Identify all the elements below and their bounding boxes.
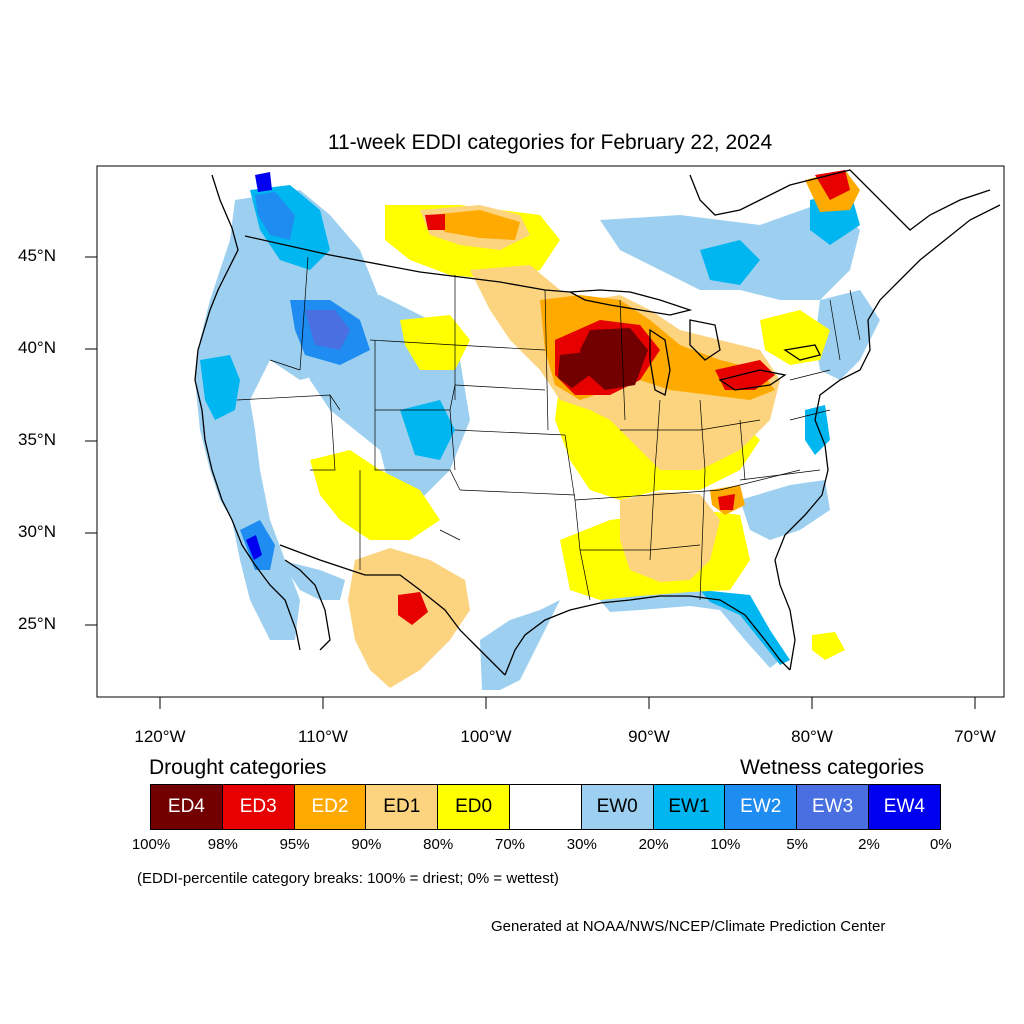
- percentile-label: 0%: [929, 836, 952, 853]
- legend-box-ed0: ED0: [437, 784, 510, 830]
- legend-box-ed4: ED4: [150, 784, 223, 830]
- baja-coastline: [284, 559, 331, 651]
- ed2-north-dakota: [430, 210, 520, 240]
- legend-box-ed2: ED2: [293, 784, 367, 830]
- percentile-label: 98%: [207, 836, 238, 853]
- ed3-quebec: [815, 170, 850, 200]
- percentile-label: 100%: [131, 836, 171, 853]
- map-boundaries: [194, 169, 1001, 676]
- percentile-label: 70%: [494, 836, 526, 853]
- canada-border: [244, 235, 571, 293]
- lat-ticks: [85, 256, 97, 626]
- lake-michigan: [649, 328, 671, 396]
- lake-huron: [689, 319, 721, 361]
- lon-label-90w: 90°W: [628, 727, 670, 746]
- ew0-baja: [280, 560, 345, 600]
- lat-label-30: 30°N: [18, 522, 56, 541]
- lon-label-70w: 70°W: [954, 727, 996, 746]
- lat-label-45: 45°N: [18, 246, 56, 265]
- ed3-michigan: [715, 360, 775, 390]
- percentile-label: 10%: [710, 836, 741, 853]
- percentile-label: 30%: [566, 836, 597, 853]
- lat-label-40: 40°N: [18, 338, 56, 357]
- legend-box-ew4: EW4: [867, 784, 941, 830]
- percentile-label: 95%: [279, 836, 310, 853]
- legend-box-neutral: [508, 784, 582, 830]
- percentile-label: 20%: [638, 836, 669, 853]
- canada-coast: [689, 169, 991, 231]
- ew0-texas-coast: [480, 600, 560, 690]
- lon-label-100w: 100°W: [460, 727, 512, 746]
- lake-ontario: [783, 344, 821, 361]
- ew2-northwest: [255, 192, 295, 240]
- ew0-northeast: [815, 290, 880, 380]
- ed4-wisconsin: [580, 328, 648, 390]
- ed0-west-dakota: [400, 315, 470, 370]
- percentile-label: 90%: [351, 836, 382, 853]
- ed0-bahamas: [812, 632, 845, 660]
- lon-label-120w: 120°W: [134, 727, 186, 746]
- legend-box-ew3: EW3: [796, 784, 869, 830]
- lake-erie: [718, 369, 787, 391]
- ed3-texas: [398, 592, 428, 625]
- percentile-label: 5%: [786, 836, 809, 853]
- percentile-label: 80%: [423, 836, 454, 853]
- ed1-southeast: [620, 492, 720, 582]
- ew4-northwest: [255, 172, 272, 192]
- legend-box-ed1: ED1: [365, 784, 439, 830]
- ew3-idaho: [305, 310, 350, 350]
- state-lines: [236, 256, 861, 601]
- percentile-label: 2%: [858, 836, 880, 853]
- ew4-socal: [246, 535, 262, 560]
- ew1-colorado: [400, 400, 455, 460]
- lon-ticks: [159, 697, 976, 709]
- legend-box-ed3: ED3: [221, 784, 295, 830]
- map-title: 11-week EDDI categories for February 22,…: [327, 131, 773, 154]
- credit-line: Generated at NOAA/NWS/NCEP/Climate Predi…: [491, 918, 886, 935]
- ed4-minnesota: [558, 352, 590, 388]
- lake-superior: [567, 289, 693, 316]
- legend-box-ew2: EW2: [724, 784, 798, 830]
- gulf-coastline: [504, 595, 791, 676]
- mexico-border: [279, 544, 506, 676]
- atlantic-coastline: [774, 204, 1001, 671]
- category-note: (EDDI-percentile category breaks: 100% =…: [137, 870, 559, 887]
- wetness-heading: Wetness categories: [740, 756, 925, 779]
- ew0-southeast: [740, 480, 830, 540]
- lon-label-80w: 80°W: [791, 727, 833, 746]
- legend-box-ew1: EW1: [652, 784, 726, 830]
- drought-heading: Drought categories: [149, 756, 327, 779]
- lat-label-25: 25°N: [18, 614, 56, 633]
- ed0-new-york: [760, 310, 830, 365]
- ed0-southwest: [310, 450, 440, 540]
- lat-label-35: 35°N: [18, 430, 56, 449]
- ew1-california: [200, 355, 240, 420]
- ed3-nd: [425, 214, 445, 230]
- pacific-coastline: [194, 174, 301, 651]
- lon-label-110w: 110°W: [298, 727, 348, 746]
- legend-box-ew0: EW0: [580, 784, 654, 830]
- ew1-florida-coast: [700, 590, 790, 665]
- ew1-great-lakes-north: [700, 240, 760, 285]
- legend-colorbar: ED4 ED3 ED2 ED1 ED0 EW0 EW1 EW2 EW3 EW4: [150, 784, 941, 830]
- ed3-carolina: [718, 494, 735, 510]
